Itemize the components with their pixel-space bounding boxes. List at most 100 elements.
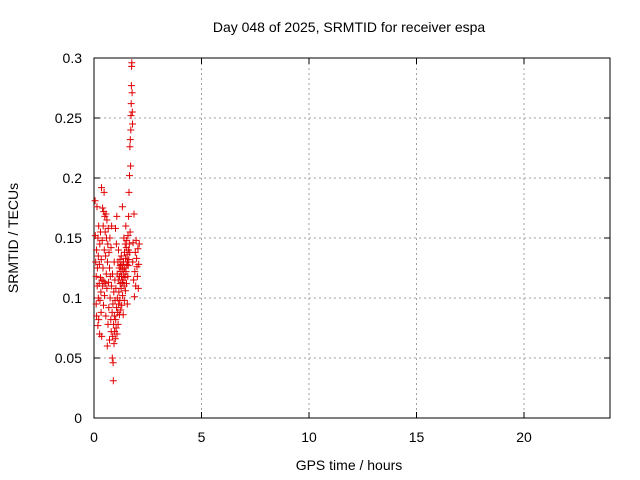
y-tick-label: 0.25: [55, 110, 82, 126]
data-point: [106, 234, 114, 242]
x-tick-label: 10: [301, 429, 317, 445]
data-point: [94, 234, 102, 242]
data-point: [103, 216, 111, 224]
data-point: [122, 222, 130, 230]
data-point: [98, 236, 106, 244]
data-point: [101, 228, 109, 236]
data-point: [110, 312, 118, 320]
x-tick-label: 15: [409, 429, 425, 445]
data-point: [119, 311, 127, 319]
data-point: [102, 312, 110, 320]
x-tick-label: 5: [198, 429, 206, 445]
data-point: [94, 252, 102, 260]
data-point: [96, 240, 104, 248]
data-point: [126, 172, 133, 180]
data-point: [128, 59, 136, 67]
data-point: [130, 293, 138, 301]
data-point: [115, 300, 123, 308]
grid-lines: [94, 58, 610, 418]
data-point: [92, 300, 100, 308]
data-point: [134, 245, 142, 253]
chart-title: Day 048 of 2025, SRMTID for receiver esp…: [213, 19, 486, 35]
y-tick-label: 0: [74, 410, 82, 426]
data-point: [101, 292, 108, 300]
data-point: [116, 262, 124, 270]
x-tick-label: 20: [516, 429, 532, 445]
y-tick-label: 0.05: [55, 350, 82, 366]
data-point: [100, 246, 108, 254]
data-point: [105, 304, 113, 312]
data-point: [131, 248, 139, 256]
data-point: [119, 292, 127, 300]
data-point: [122, 268, 130, 276]
data-point: [93, 246, 101, 254]
y-tick-label: 0.3: [63, 50, 83, 66]
data-point: [95, 260, 103, 268]
data-point: [112, 316, 120, 324]
data-point: [95, 316, 103, 324]
data-point: [133, 254, 141, 262]
data-point: [113, 304, 121, 312]
data-point: [94, 322, 102, 330]
data-point: [135, 240, 143, 248]
data-point: [135, 260, 143, 268]
data-point: [105, 248, 113, 256]
data-point: [128, 108, 136, 116]
y-axis-label: SRMTID / TECUs: [5, 183, 21, 293]
data-point: [130, 210, 138, 218]
data-point: [97, 256, 105, 264]
data-point: [118, 301, 126, 309]
y-tick-label: 0.2: [63, 170, 83, 186]
data-point: [104, 240, 112, 248]
data-point: [96, 296, 104, 304]
data-point: [123, 280, 130, 288]
data-point: [103, 284, 111, 292]
data-point: [102, 270, 110, 278]
data-points: [91, 59, 143, 385]
data-point: [110, 340, 118, 348]
data-point: [126, 228, 134, 236]
data-point: [123, 236, 131, 244]
data-point: [112, 224, 119, 232]
data-point: [113, 212, 121, 220]
y-tick-label: 0.15: [55, 230, 82, 246]
data-point: [115, 246, 122, 254]
data-point: [108, 354, 116, 362]
data-point: [109, 359, 117, 367]
data-point: [107, 282, 115, 290]
data-point: [103, 342, 111, 350]
data-point: [125, 256, 133, 264]
data-point: [106, 264, 113, 272]
data-point: [112, 240, 120, 248]
data-point: [105, 278, 113, 286]
data-point: [124, 272, 132, 280]
data-point: [128, 89, 136, 97]
data-point: [108, 222, 116, 230]
data-point: [99, 264, 107, 272]
data-point: [134, 284, 142, 292]
data-point: [102, 210, 110, 218]
data-point: [98, 184, 105, 192]
data-point: [125, 188, 133, 196]
data-point: [97, 288, 105, 296]
plot-frame: [93, 57, 611, 419]
data-point: [109, 377, 117, 385]
data-point: [127, 126, 135, 134]
data-point: [130, 276, 138, 284]
data-point: [100, 301, 107, 309]
data-point: [129, 120, 136, 128]
data-point: [132, 236, 140, 244]
data-point: [102, 252, 110, 260]
data-point: [125, 240, 133, 248]
data-point: [123, 300, 131, 308]
data-point: [100, 188, 108, 196]
data-point: [124, 262, 132, 270]
data-point: [113, 330, 121, 338]
data-point: [99, 222, 107, 230]
x-tick-label: 0: [90, 429, 98, 445]
data-point: [92, 258, 100, 266]
data-point: [121, 287, 129, 295]
data-point: [125, 212, 133, 220]
data-point: [124, 232, 132, 240]
data-point: [133, 272, 141, 280]
